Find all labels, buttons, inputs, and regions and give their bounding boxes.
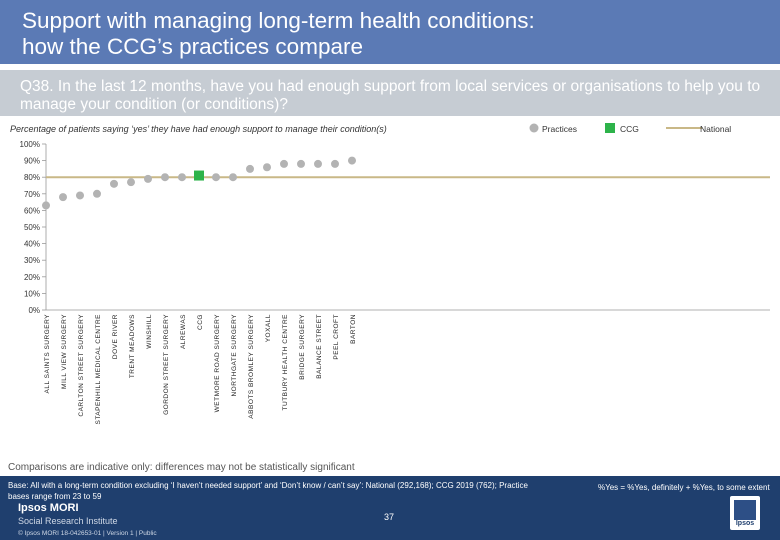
practice-point — [59, 193, 67, 202]
category-label: WETMORE ROAD SURGERY — [214, 314, 221, 413]
practice-point — [178, 173, 186, 182]
category-label: BARTON — [350, 314, 357, 344]
category-label: GORDON STREET SURGERY — [163, 314, 170, 415]
category-label: DOVE RIVER — [112, 314, 119, 359]
practice-point — [229, 173, 237, 182]
practice-point — [42, 201, 50, 210]
chart-subtitle: Percentage of patients saying ‘yes’ they… — [10, 124, 387, 134]
category-label: CCG — [197, 314, 204, 330]
y-tick-label: 10% — [24, 289, 40, 298]
question-band — [0, 70, 780, 116]
category-label: PEEL CROFT — [333, 314, 340, 360]
category-label: TRENT MEADOWS — [129, 314, 136, 378]
practice-point — [297, 159, 305, 168]
copyright-text: © Ipsos MORI 18-042653-01 | Version 1 | … — [18, 530, 157, 537]
base-text: Base: All with a long-term condition exc… — [8, 481, 528, 501]
category-label: TUTBURY HEALTH CENTRE — [282, 314, 289, 411]
category-label: ALREWAS — [180, 314, 187, 349]
y-tick-label: 90% — [24, 157, 40, 166]
y-tick-label: 20% — [24, 273, 40, 282]
legend-ccg-label: CCG — [620, 124, 639, 134]
brand-name: Ipsos MORI — [18, 502, 79, 514]
y-tick-label: 40% — [24, 240, 40, 249]
footer-bar — [0, 476, 780, 540]
practice-point — [76, 191, 84, 200]
ccg-marker — [194, 170, 204, 181]
legend-national-line — [666, 127, 702, 129]
legend: Practices CCG National — [520, 121, 770, 135]
practice-point — [331, 159, 339, 168]
practice-point — [144, 174, 152, 183]
practice-point — [280, 159, 288, 168]
disclaimer-note: Comparisons are indicative only: differe… — [8, 462, 355, 473]
y-tick-label: 50% — [24, 223, 40, 232]
legend-practices-marker — [529, 123, 539, 133]
brand-subtitle: Social Research Institute — [18, 516, 118, 526]
practice-point — [348, 156, 356, 165]
practice-point — [93, 189, 101, 198]
legend-ccg-marker — [605, 123, 615, 133]
yes-definition: %Yes = %Yes, definitely + %Yes, to some … — [598, 483, 770, 492]
category-label: WINSHILL — [146, 314, 153, 349]
logo-text: Ipsos — [735, 520, 755, 527]
category-label: NORTHGATE SURGERY — [231, 314, 238, 397]
y-tick-label: 100% — [20, 140, 40, 149]
page-number: 37 — [384, 512, 395, 522]
y-tick-label: 60% — [24, 206, 40, 215]
practice-point — [246, 164, 254, 173]
chart: 100% 90% 80% 70% 60% 50% 40% 30% 20% 10% 0% ALL SAI… — [20, 140, 770, 425]
practice-point — [314, 159, 322, 168]
category-label: STAPENHILL MEDICAL CENTRE — [95, 314, 102, 425]
title-line-1: Support with managing long-term health c… — [22, 8, 535, 33]
practice-point — [161, 173, 169, 182]
title-line-2: how the CCG’s practices compare — [22, 34, 363, 59]
logo-mark — [734, 500, 756, 520]
practice-point — [110, 179, 118, 188]
y-tick-label: 30% — [24, 256, 40, 265]
legend-practices-label: Practices — [542, 124, 577, 134]
legend-national-label: National — [700, 124, 732, 134]
title-bar — [0, 0, 780, 64]
category-label: BRIDGE SURGERY — [299, 314, 306, 380]
category-label: ALL SAINTS SURGERY — [44, 314, 51, 394]
practice-point — [263, 163, 271, 172]
category-label: BALANCE STREET — [316, 314, 323, 379]
y-tick-label: 70% — [24, 190, 40, 199]
ipsos-logo: Ipsos — [730, 496, 760, 530]
category-label: MILL VIEW SURGERY — [61, 314, 68, 389]
category-label: CARLTON STREET SURGERY — [78, 314, 85, 417]
y-tick-label: 80% — [24, 173, 40, 182]
page-title: Support with managing long-term health c… — [22, 8, 762, 60]
question-text: Q38. In the last 12 months, have you had… — [20, 78, 761, 113]
category-label: ABBOTS BROMLEY SURGERY — [248, 314, 255, 419]
practice-point — [212, 173, 220, 182]
practice-point — [127, 178, 135, 187]
y-tick-label: 0% — [28, 306, 40, 315]
category-label: YOXALL — [265, 314, 272, 342]
